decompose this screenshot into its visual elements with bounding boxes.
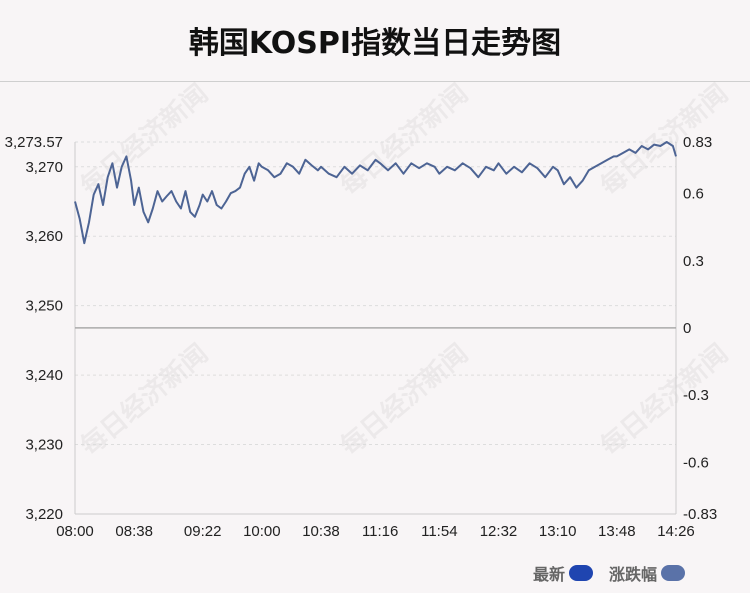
x-tick-label: 11:54	[421, 523, 457, 540]
y-right-tick-label: -0.6	[683, 454, 709, 471]
x-tick-label: 08:38	[115, 523, 153, 540]
chart-title: 韩国KOSPI指数当日走势图	[188, 26, 562, 61]
y-left-tick-label: 3,273.57	[5, 134, 63, 151]
x-tick-label: 14:26	[657, 523, 695, 540]
series-line-0	[74, 141, 677, 245]
x-tick-label: 10:38	[302, 523, 340, 540]
y-left-tick-label: 3,240	[25, 367, 63, 384]
x-tick-label: 12:32	[480, 523, 518, 540]
x-tick-label: 13:48	[598, 523, 636, 540]
y-right-tick-label: 0.6	[683, 186, 704, 203]
y-left-tick-label: 3,230	[25, 437, 63, 454]
x-tick-label: 09:22	[184, 523, 222, 540]
y-right-tick-label: 0	[683, 320, 691, 337]
legend-latest-label: 最新	[533, 565, 566, 584]
y-right-tick-label: -0.83	[683, 506, 717, 523]
x-tick-label: 13:10	[539, 523, 577, 540]
y-left-tick-label: 3,220	[25, 506, 63, 523]
y-left-tick-label: 3,260	[25, 228, 63, 245]
title-divider	[0, 81, 750, 82]
x-tick-label: 08:00	[56, 523, 94, 540]
legend-latest-swatch	[569, 565, 594, 581]
y-right-tick-label: 0.83	[683, 134, 712, 151]
y-left-tick-label: 3,250	[25, 298, 63, 315]
y-right-tick-label: -0.3	[683, 387, 709, 404]
y-left-tick-label: 3,270	[25, 159, 63, 176]
legend-change-label: 涨跌幅	[609, 565, 658, 584]
x-tick-label: 10:00	[243, 523, 281, 540]
legend: 最新 涨跌幅	[533, 563, 686, 584]
y-right-tick-label: 0.3	[683, 253, 704, 270]
legend-change-swatch	[661, 565, 686, 581]
x-tick-label: 11:16	[362, 523, 398, 540]
